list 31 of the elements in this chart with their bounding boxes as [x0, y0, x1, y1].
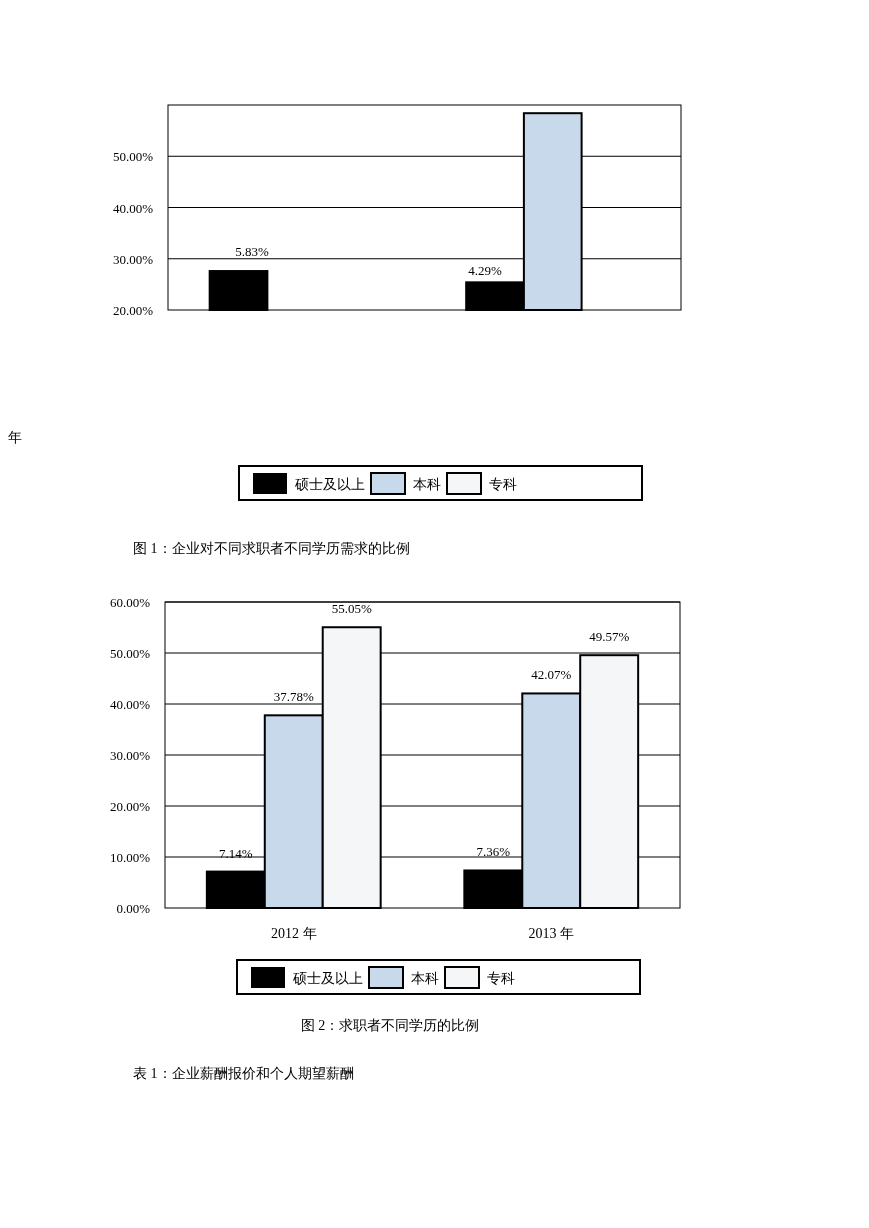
- y-tick-label: 30.00%: [109, 748, 151, 763]
- data-label: 7.14%: [219, 845, 253, 861]
- data-label: 49.57%: [589, 629, 630, 645]
- caption: 图 1：企业对不同求职者不同学历需求的比例: [133, 541, 410, 556]
- y-tick-label: 0.00%: [116, 901, 151, 916]
- annotation: 5.83%: [235, 244, 269, 259]
- y-tick-label: 20.00%: [112, 303, 154, 318]
- legend-label: 硕士及以上: [292, 971, 363, 986]
- y-tick-label: 40.00%: [109, 697, 151, 712]
- y-tick-label: 50.00%: [109, 646, 151, 661]
- text: 表 1：企业薪酬报价和个人期望薪酬: [133, 1066, 354, 1081]
- legend-label: 本科: [413, 477, 441, 492]
- y-tick-label: 60.00%: [109, 595, 151, 610]
- y-tick-label: 30.00%: [112, 251, 154, 267]
- x-tick-label: 2013 年: [528, 926, 574, 941]
- annotation: 4.29%: [468, 263, 502, 278]
- data-label: 37.78%: [273, 689, 314, 705]
- text: 年: [8, 430, 22, 445]
- data-label: 7.36%: [476, 844, 511, 860]
- legend-label: 硕士及以上: [294, 477, 365, 492]
- data-label: 42.07%: [531, 667, 572, 683]
- x-tick-label: 2012 年: [271, 926, 317, 941]
- data-label: 55.05%: [331, 601, 372, 617]
- y-tick-label: 20.00%: [109, 799, 151, 814]
- legend-label: 专科: [487, 971, 515, 986]
- legend-label: 专科: [489, 477, 517, 492]
- y-tick-label: 40.00%: [112, 200, 154, 216]
- legend-label: 本科: [411, 971, 439, 986]
- caption: 图 2：求职者不同学历的比例: [300, 1018, 480, 1033]
- y-tick-label: 10.00%: [109, 850, 151, 865]
- y-tick-label: 50.00%: [112, 149, 154, 165]
